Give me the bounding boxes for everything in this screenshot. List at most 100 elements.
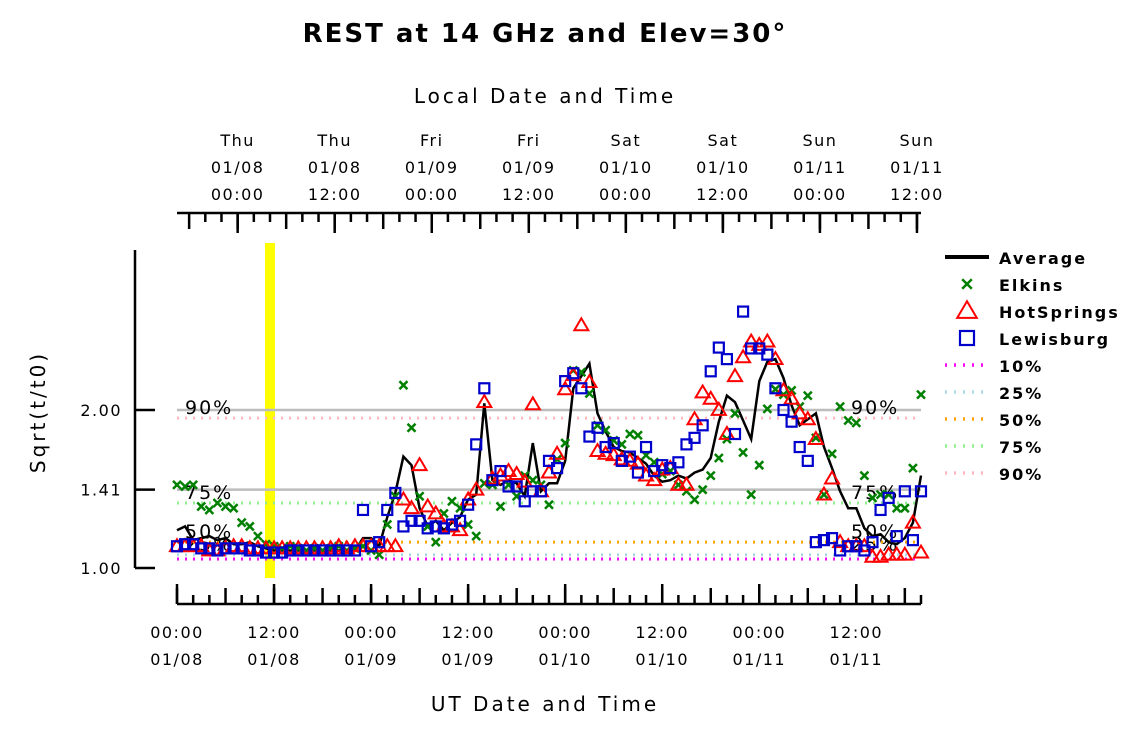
elkins-point <box>633 430 643 441</box>
top-tick-time: 12:00 <box>696 185 750 204</box>
top-tick-date: 01/11 <box>890 158 944 177</box>
lewisburg-point <box>567 367 580 380</box>
legend-swatch-lewisburg <box>958 329 976 347</box>
elkins-point <box>899 503 910 514</box>
x-marker-stroke <box>835 401 846 412</box>
legend-label: 25% <box>999 384 1043 403</box>
lewisburg-point <box>462 498 475 511</box>
lewisburg-point <box>809 536 822 549</box>
x-marker-stroke <box>220 501 231 512</box>
lewisburg-point <box>906 534 920 547</box>
lewisburg-point <box>575 382 588 395</box>
hotsprings-point <box>402 499 421 515</box>
x-marker-stroke <box>228 503 239 514</box>
lewisburg-point <box>591 421 604 434</box>
lewisburg-point <box>704 365 717 378</box>
x-marker-stroke <box>697 484 708 495</box>
elkins-point <box>212 498 223 508</box>
elkins-point <box>430 537 441 548</box>
lewisburg-point <box>308 544 321 557</box>
elkins-point <box>398 380 409 391</box>
elkins-point <box>560 438 571 448</box>
hotsprings-point <box>758 332 777 348</box>
x-tick-time: 00:00 <box>344 623 398 642</box>
lewisburg-point <box>348 544 362 557</box>
lewisburg-point <box>502 480 515 493</box>
top-tick-time: 12:00 <box>308 185 362 204</box>
top-tick-date: 01/09 <box>502 158 556 177</box>
elkins-point <box>204 505 215 515</box>
lewisburg-point <box>607 436 620 450</box>
legend-label: Lewisburg <box>999 330 1110 349</box>
lewisburg-point <box>203 542 216 555</box>
legend-label: 90% <box>999 465 1043 484</box>
hotsprings-point <box>564 366 583 382</box>
x-tick-date: 01/09 <box>441 650 495 669</box>
hotsprings-point <box>701 389 720 405</box>
top-tick-day: Thu <box>316 131 352 150</box>
lewisburg-point <box>639 440 653 454</box>
hotsprings-point <box>418 497 437 513</box>
legend: Average Elkins HotSprings Lewisburg 10% 25% 50… <box>945 249 1118 484</box>
elkins-point <box>730 408 740 419</box>
lewisburg-point <box>680 438 693 451</box>
legend-label: 10% <box>999 357 1043 376</box>
top-tick-time: 12:00 <box>502 185 556 204</box>
legend-entry: 50% <box>945 411 1041 430</box>
elkins-point <box>891 503 902 514</box>
x-marker-stroke <box>633 430 643 441</box>
elkins-point <box>827 448 837 459</box>
top-tick-date: 01/10 <box>696 158 750 177</box>
lewisburg-point <box>340 544 353 557</box>
x-marker-stroke <box>802 390 813 401</box>
lewisburg-point <box>470 438 483 451</box>
x-marker-stroke <box>916 389 926 400</box>
legend-entry: 25% <box>945 384 1043 403</box>
lewisburg-point <box>542 454 556 467</box>
lewisburg-point <box>914 485 928 498</box>
x-marker-stroke <box>188 479 199 490</box>
top-tick-day: Sun <box>802 131 837 150</box>
legend-entry: 90% <box>945 465 1043 484</box>
top-tick-day: Sat <box>708 131 739 150</box>
x-marker-stroke <box>212 498 223 508</box>
x-marker-stroke <box>560 438 571 448</box>
elkins-point <box>196 501 207 512</box>
legend-swatch-hotsprings <box>955 299 979 319</box>
lewisburg-point <box>769 382 782 395</box>
y-tick-label: 1.00 <box>80 559 122 578</box>
top-tick-date: 01/09 <box>405 158 459 177</box>
top-tick-time: 00:00 <box>211 185 265 204</box>
x-marker-stroke <box>899 503 910 514</box>
elkins-point <box>236 517 247 528</box>
x-marker-stroke <box>463 519 474 530</box>
x-marker-stroke <box>252 531 263 542</box>
elkins-point <box>172 479 182 490</box>
x-marker-stroke <box>414 491 425 502</box>
lewisburg-point <box>874 503 887 517</box>
hotsprings-point <box>475 393 494 409</box>
hotsprings-point <box>710 401 728 416</box>
elkins-point <box>624 429 635 439</box>
top-tick-day: Fri <box>420 131 444 150</box>
hotsprings-point <box>685 410 704 426</box>
lewisburg-point <box>332 544 345 557</box>
elkins-point <box>802 390 813 401</box>
lewisburg-point <box>227 542 240 555</box>
y-tick-label: 1.41 <box>80 481 122 500</box>
top-tick-day: Sat <box>610 131 641 150</box>
lewisburg-point <box>316 544 329 557</box>
x-marker-stroke <box>471 531 482 542</box>
lewisburg-point <box>656 459 669 472</box>
elkins-point <box>414 491 425 502</box>
top-tick-day: Fri <box>517 131 541 150</box>
legend-entry: Lewisburg <box>958 329 1110 349</box>
x-tick-date: 01/11 <box>829 650 883 669</box>
x-marker-stroke <box>447 496 457 507</box>
elkins-point <box>447 496 457 507</box>
x-tick-time: 12:00 <box>441 623 495 642</box>
lewisburg-point <box>712 341 725 354</box>
lewisburg-point <box>623 450 636 463</box>
top-tick-time: 00:00 <box>793 185 847 204</box>
elkins-point <box>851 418 862 428</box>
